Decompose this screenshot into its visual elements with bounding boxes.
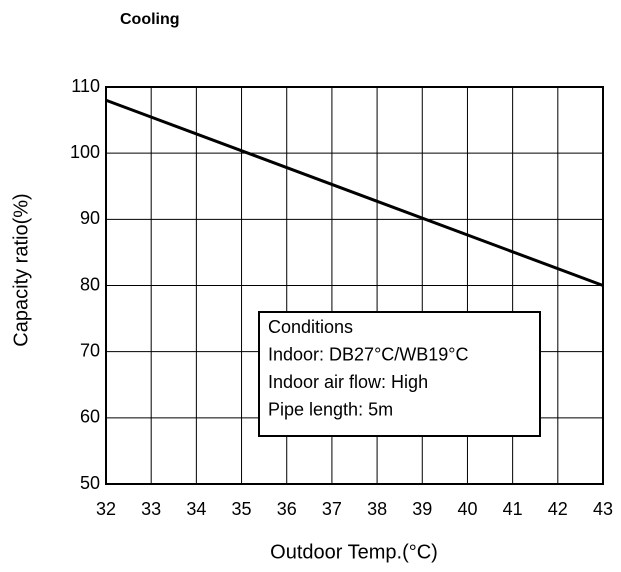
y-tick-label: 80 [80, 274, 100, 294]
x-tick-label: 37 [322, 499, 342, 519]
x-tick-label: 35 [232, 499, 252, 519]
x-tick-label: 34 [186, 499, 206, 519]
y-tick-label: 50 [80, 473, 100, 493]
annotation-text: Indoor air flow: High [268, 372, 428, 392]
x-tick-label: 40 [457, 499, 477, 519]
x-tick-label: 39 [412, 499, 432, 519]
x-tick-label: 42 [548, 499, 568, 519]
annotation-box [258, 311, 541, 437]
y-tick-label: 100 [70, 142, 100, 162]
x-tick-label: 36 [277, 499, 297, 519]
chart-title: Cooling [120, 11, 180, 28]
y-tick-label: 90 [80, 208, 100, 228]
annotation-text: Indoor: DB27°C/WB19°C [268, 344, 468, 364]
x-tick-label: 41 [503, 499, 523, 519]
annotation-text: Pipe length: 5m [268, 399, 393, 419]
data-line [105, 98, 604, 287]
y-tick-label: 110 [71, 76, 100, 96]
y-tick-label: 70 [80, 340, 100, 360]
x-tick-label: 38 [367, 499, 387, 519]
x-tick-label: 43 [593, 499, 613, 519]
x-tick-label: 33 [141, 499, 161, 519]
y-tick-label: 60 [80, 407, 100, 427]
x-axis-label: Outdoor Temp.(°C) [270, 541, 438, 563]
y-axis-label: Capacity ratio(%) [10, 193, 32, 346]
x-tick-label: 32 [96, 499, 116, 519]
annotation-text: Conditions [268, 317, 353, 337]
